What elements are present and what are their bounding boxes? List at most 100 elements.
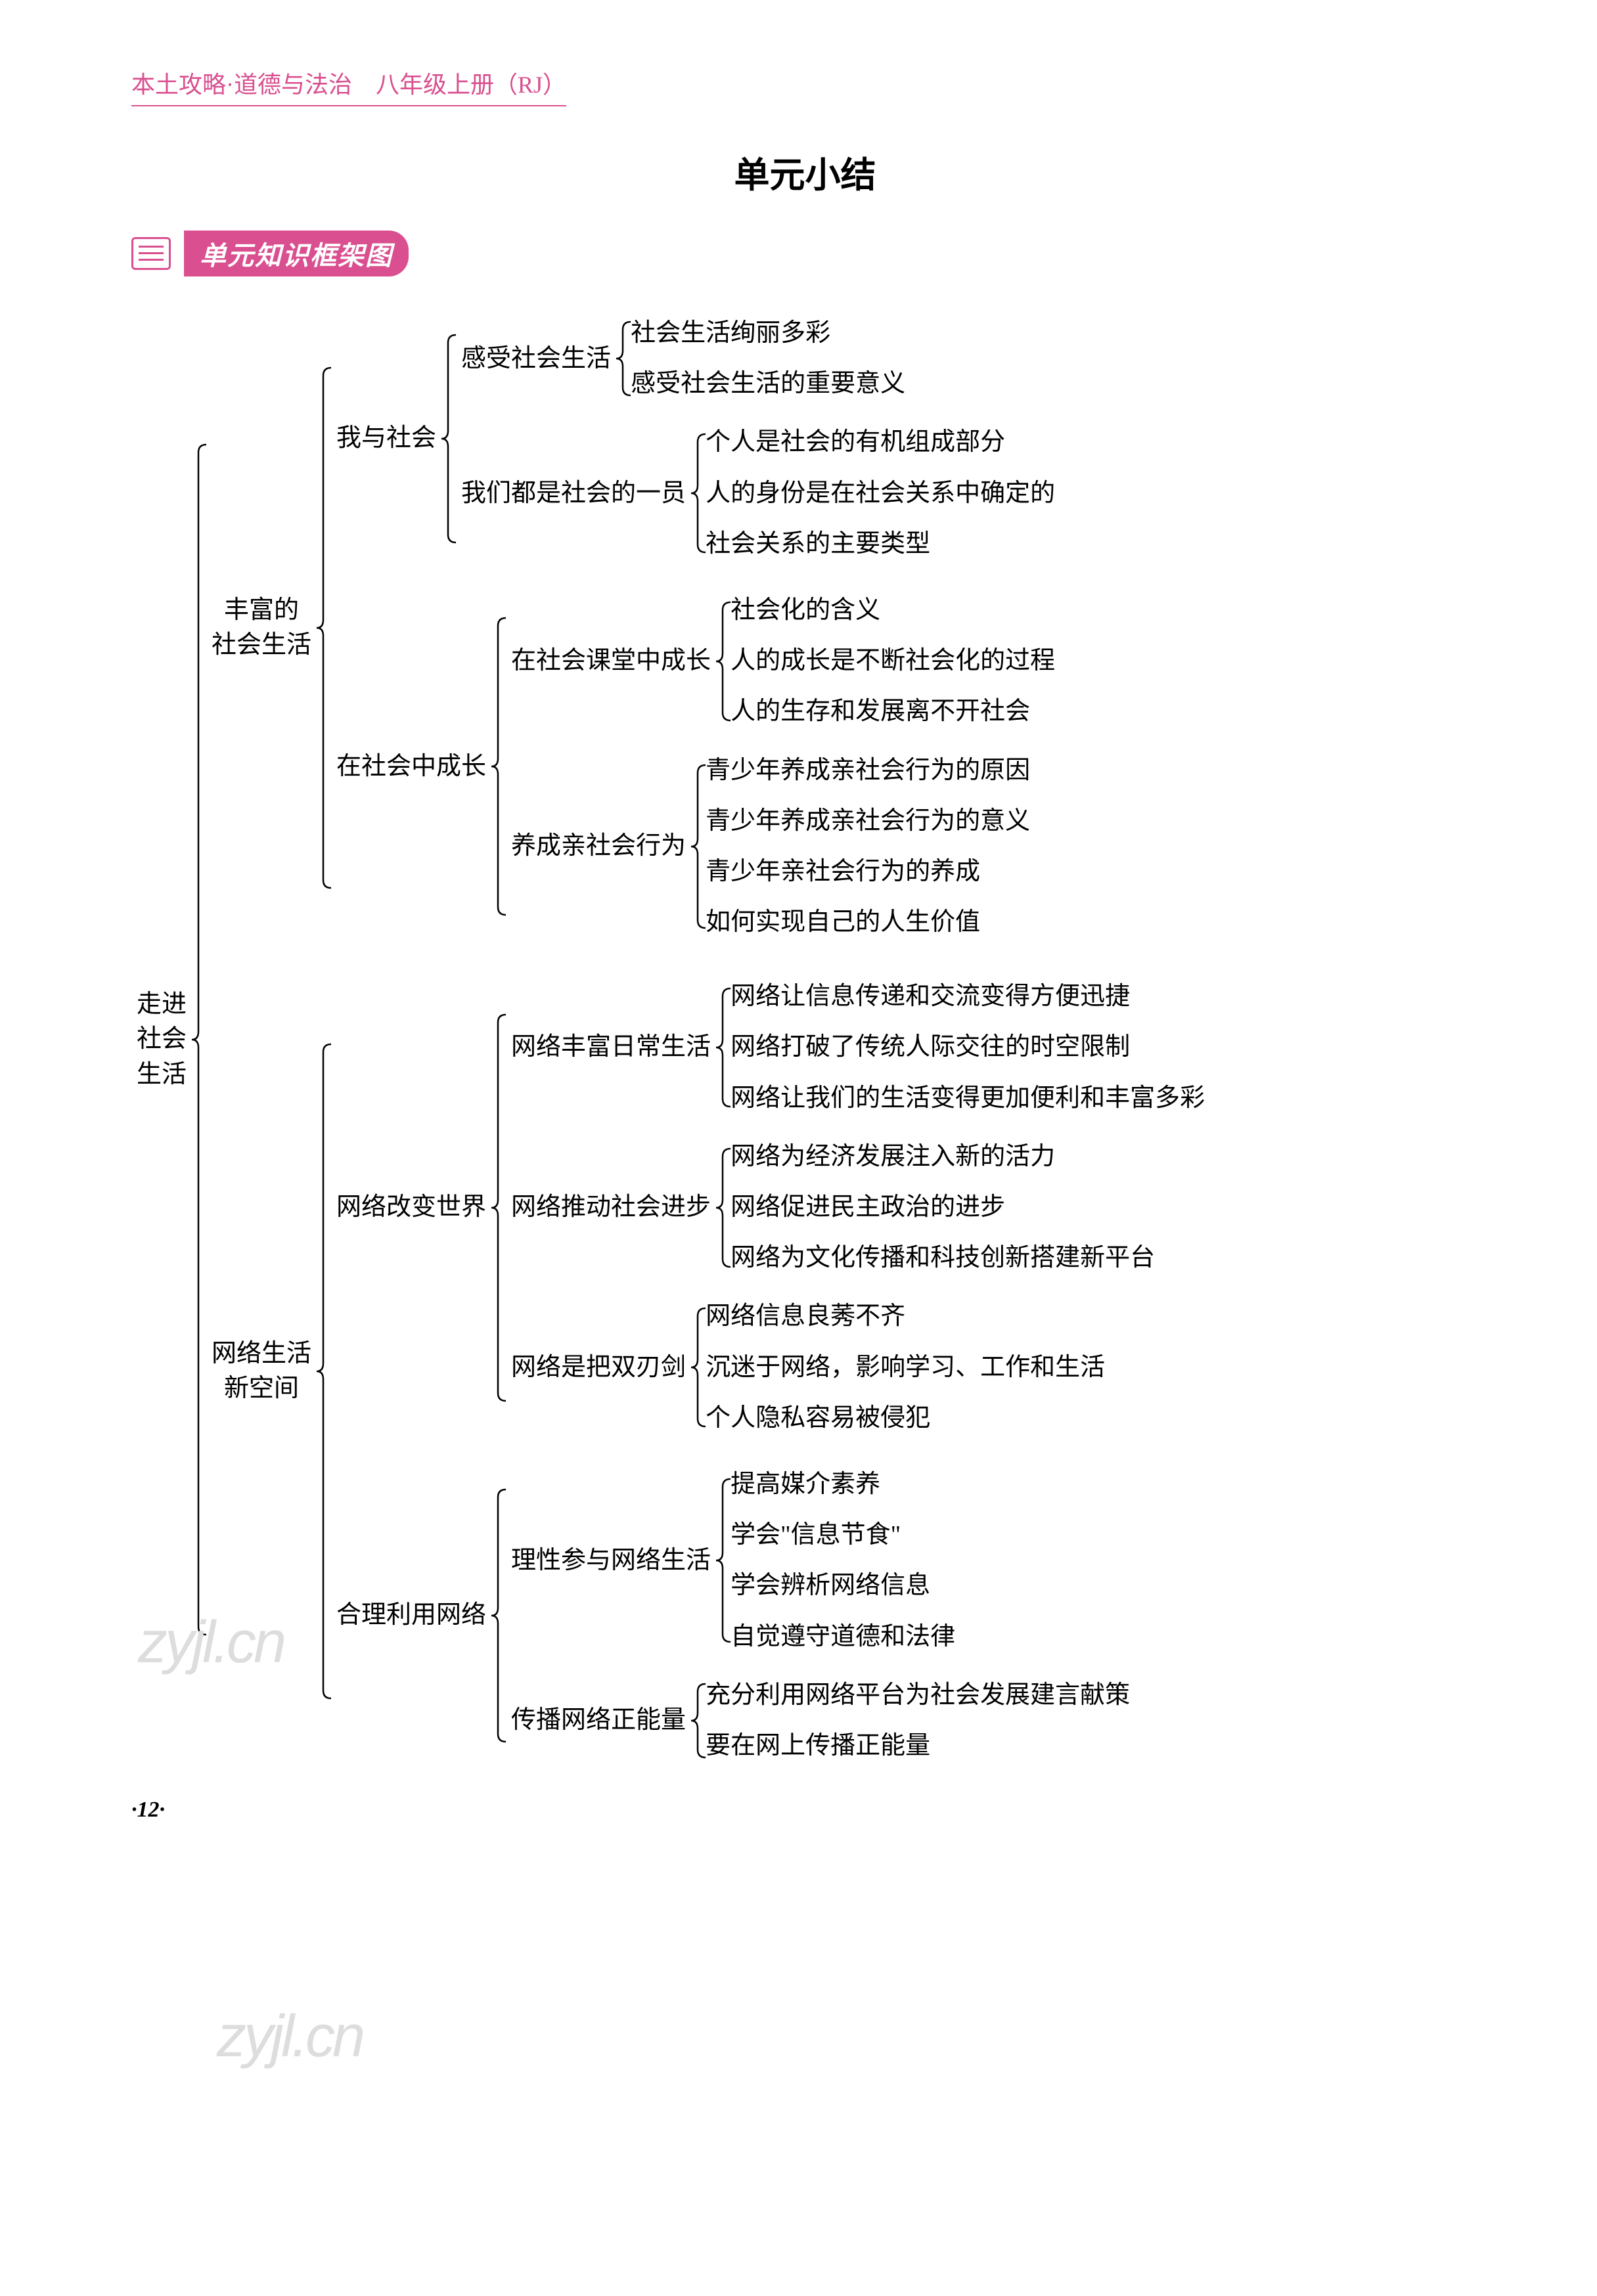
tree-node: 网络让信息传递和交流变得方便迅捷 xyxy=(731,975,1130,1018)
node-label: 学会"信息节食" xyxy=(731,1514,901,1556)
node-label: 我们都是社会的一员 xyxy=(456,474,691,514)
tree-child: 网络让我们的生活变得更加便利和丰富多彩 xyxy=(731,1077,1205,1120)
node-label: 网络推动社会进步 xyxy=(506,1187,716,1227)
tree-node: 提高媒介素养 xyxy=(731,1463,880,1506)
node-label: 如何实现自己的人生价值 xyxy=(706,901,980,944)
node-label: 网络为经济发展注入新的活力 xyxy=(731,1136,1055,1178)
node-label: 要在网上传播正能量 xyxy=(706,1725,930,1767)
tree-child: 我们都是社会的一员个人是社会的有机组成部分人的身份是在社会关系中确定的社会关系的… xyxy=(456,417,1055,569)
tree-child: 网络推动社会进步网络为经济发展注入新的活力网络促进民主政治的进步网络为文化传播和… xyxy=(506,1132,1205,1284)
tree-child: 青少年亲社会行为的养成 xyxy=(706,850,1030,893)
node-label: 充分利用网络平台为社会发展建言献策 xyxy=(706,1674,1130,1717)
children-container: 提高媒介素养学会"信息节食" 学会辨析网络信息自觉遵守道德和法律 xyxy=(731,1459,955,1662)
brace-icon xyxy=(716,987,731,1108)
tree-node: 学会"信息节食" xyxy=(731,1514,901,1556)
tree-node: 如何实现自己的人生价值 xyxy=(706,901,980,944)
node-label: 丰富的社会生活 xyxy=(206,590,317,665)
tree-child: 合理利用网络理性参与网络生活提高媒介素养学会"信息节食"学会辨析网络信息自觉遵守… xyxy=(331,1455,1205,1775)
brace-icon xyxy=(691,433,706,554)
tree-child: 网络是把双刃剑网络信息良莠不齐沉迷于网络，影响学习、工作和生活个人隐私容易被侵犯 xyxy=(506,1291,1205,1444)
section-label: 单元知识框架图 xyxy=(131,231,1479,276)
brace-icon xyxy=(616,320,631,397)
tree-node: 人的生存和发展离不开社会 xyxy=(731,690,1030,733)
node-label: 社会化的含义 xyxy=(731,589,880,632)
tree-child: 理性参与网络生活提高媒介素养学会"信息节食"学会辨析网络信息自觉遵守道德和法律 xyxy=(506,1459,1130,1662)
tree-child: 养成亲社会行为青少年养成亲社会行为的原因青少年养成亲社会行为的意义青少年亲社会行… xyxy=(506,745,1055,948)
tree-child: 学会辨析网络信息 xyxy=(731,1564,955,1607)
tree-node: 感受社会生活社会生活绚丽多彩感受社会生活的重要意义 xyxy=(456,308,905,409)
tree-node: 丰富的社会生活我与社会感受社会生活社会生活绚丽多彩感受社会生活的重要意义我们都是… xyxy=(206,300,1055,956)
node-label: 走进社会生活 xyxy=(131,984,192,1095)
tree-node: 网络促进民主政治的进步 xyxy=(731,1186,1005,1229)
tree-node: 网络改变世界网络丰富日常生活网络让信息传递和交流变得方便迅捷网络打破了传统人际交… xyxy=(331,967,1205,1447)
node-label: 学会辨析网络信息 xyxy=(731,1564,930,1607)
tree-node: 网络丰富日常生活网络让信息传递和交流变得方便迅捷网络打破了传统人际交往的时空限制… xyxy=(506,971,1205,1124)
tree-node: 网络信息良莠不齐 xyxy=(706,1295,905,1338)
children-container: 个人是社会的有机组成部分人的身份是在社会关系中确定的社会关系的主要类型 xyxy=(706,417,1055,569)
node-label: 感受社会生活的重要意义 xyxy=(631,363,905,405)
node-label: 在社会中成长 xyxy=(331,747,491,787)
tree-child: 网络信息良莠不齐 xyxy=(706,1295,1105,1338)
node-label: 网络为文化传播和科技创新搭建新平台 xyxy=(731,1237,1155,1279)
tree-child: 网络让信息传递和交流变得方便迅捷 xyxy=(731,975,1205,1018)
tree-node: 网络生活新空间网络改变世界网络丰富日常生活网络让信息传递和交流变得方便迅捷网络打… xyxy=(206,963,1205,1779)
node-label: 我与社会 xyxy=(331,418,441,458)
brace-icon xyxy=(317,1043,331,1700)
children-container: 理性参与网络生活提高媒介素养学会"信息节食"学会辨析网络信息自觉遵守道德和法律传… xyxy=(506,1455,1130,1775)
node-label: 社会关系的主要类型 xyxy=(706,523,930,565)
tree-node: 养成亲社会行为青少年养成亲社会行为的原因青少年养成亲社会行为的意义青少年亲社会行… xyxy=(506,745,1030,948)
tree-child: 提高媒介素养 xyxy=(731,1463,955,1506)
watermark: zyjl.cn xyxy=(217,2003,363,2071)
tree-node: 要在网上传播正能量 xyxy=(706,1725,930,1767)
node-label: 网络让我们的生活变得更加便利和丰富多彩 xyxy=(731,1077,1205,1120)
node-label: 网络丰富日常生活 xyxy=(506,1027,716,1067)
tree-child: 我与社会感受社会生活社会生活绚丽多彩感受社会生活的重要意义我们都是社会的一员个人… xyxy=(331,304,1055,573)
tree-child: 社会关系的主要类型 xyxy=(706,523,1055,565)
tree-child: 自觉遵守道德和法律 xyxy=(731,1616,955,1658)
tree-node: 传播网络正能量充分利用网络平台为社会发展建言献策要在网上传播正能量 xyxy=(506,1670,1130,1771)
node-label: 人的生存和发展离不开社会 xyxy=(731,690,1030,733)
tree-child: 沉迷于网络，影响学习、工作和生活 xyxy=(706,1346,1105,1389)
tree-child: 学会"信息节食" xyxy=(731,1514,955,1556)
tree-child: 感受社会生活社会生活绚丽多彩感受社会生活的重要意义 xyxy=(456,308,1055,409)
tree-node: 合理利用网络理性参与网络生活提高媒介素养学会"信息节食"学会辨析网络信息自觉遵守… xyxy=(331,1455,1130,1775)
tree-child: 社会生活绚丽多彩 xyxy=(631,312,905,355)
tree-node: 自觉遵守道德和法律 xyxy=(731,1616,955,1658)
node-label: 人的成长是不断社会化的过程 xyxy=(731,640,1055,682)
children-container: 感受社会生活社会生活绚丽多彩感受社会生活的重要意义我们都是社会的一员个人是社会的… xyxy=(456,304,1055,573)
node-label: 在社会课堂中成长 xyxy=(506,641,716,681)
children-container: 网络为经济发展注入新的活力网络促进民主政治的进步网络为文化传播和科技创新搭建新平… xyxy=(731,1132,1155,1284)
tree-child: 人的生存和发展离不开社会 xyxy=(731,690,1055,733)
brace-icon xyxy=(691,1683,706,1759)
brace-icon xyxy=(491,1013,506,1402)
children-container: 充分利用网络平台为社会发展建言献策要在网上传播正能量 xyxy=(706,1670,1130,1771)
tree-node: 感受社会生活的重要意义 xyxy=(631,363,905,405)
tree-node: 在社会课堂中成长社会化的含义人的成长是不断社会化的过程人的生存和发展离不开社会 xyxy=(506,585,1055,738)
brace-icon xyxy=(716,1478,731,1643)
tree-node: 社会生活绚丽多彩 xyxy=(631,312,830,355)
brace-icon xyxy=(691,764,706,929)
tree-node: 网络是把双刃剑网络信息良莠不齐沉迷于网络，影响学习、工作和生活个人隐私容易被侵犯 xyxy=(506,1291,1105,1444)
tree-child: 人的成长是不断社会化的过程 xyxy=(731,640,1055,682)
tree-child: 网络促进民主政治的进步 xyxy=(731,1186,1155,1229)
tree-node: 个人是社会的有机组成部分 xyxy=(706,421,1005,464)
brace-icon xyxy=(716,601,731,722)
tree-node: 人的成长是不断社会化的过程 xyxy=(731,640,1055,682)
node-label: 传播网络正能量 xyxy=(506,1700,691,1740)
tree-child: 青少年养成亲社会行为的原因 xyxy=(706,749,1030,792)
tree-child: 网络改变世界网络丰富日常生活网络让信息传递和交流变得方便迅捷网络打破了传统人际交… xyxy=(331,967,1205,1447)
node-label: 自觉遵守道德和法律 xyxy=(731,1616,955,1658)
children-container: 青少年养成亲社会行为的原因青少年养成亲社会行为的意义青少年亲社会行为的养成如何实… xyxy=(706,745,1030,948)
children-container: 社会化的含义人的成长是不断社会化的过程人的生存和发展离不开社会 xyxy=(731,585,1055,738)
tree-node: 网络为文化传播和科技创新搭建新平台 xyxy=(731,1237,1155,1279)
book-icon xyxy=(131,237,171,270)
children-container: 社会生活绚丽多彩感受社会生活的重要意义 xyxy=(631,308,905,409)
tree-node: 充分利用网络平台为社会发展建言献策 xyxy=(706,1674,1130,1717)
tree-node: 青少年养成亲社会行为的意义 xyxy=(706,800,1030,843)
tree-child: 网络打破了传统人际交往的时空限制 xyxy=(731,1026,1205,1069)
page-number: ·12· xyxy=(131,1798,165,1822)
brace-icon xyxy=(441,334,456,544)
page-header: 本土攻略·道德与法治 八年级上册（RJ） xyxy=(131,66,566,106)
brace-icon xyxy=(716,1147,731,1268)
tree-child: 在社会课堂中成长社会化的含义人的成长是不断社会化的过程人的生存和发展离不开社会 xyxy=(506,585,1055,738)
